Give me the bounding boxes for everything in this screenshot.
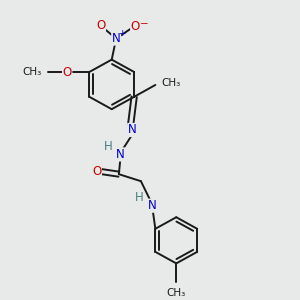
- Text: CH₃: CH₃: [22, 67, 42, 77]
- Text: H: H: [103, 140, 112, 153]
- Text: O: O: [92, 165, 101, 178]
- Text: H: H: [134, 191, 143, 204]
- Text: O: O: [96, 20, 106, 32]
- Text: N: N: [148, 199, 157, 212]
- Text: CH₃: CH₃: [167, 288, 186, 298]
- Text: N: N: [116, 148, 125, 161]
- Text: N: N: [128, 124, 136, 136]
- Text: O: O: [131, 20, 140, 33]
- Text: O: O: [63, 65, 72, 79]
- Text: +: +: [118, 29, 125, 38]
- Text: −: −: [140, 19, 148, 29]
- Text: CH₃: CH₃: [162, 78, 181, 88]
- Text: N: N: [112, 32, 121, 45]
